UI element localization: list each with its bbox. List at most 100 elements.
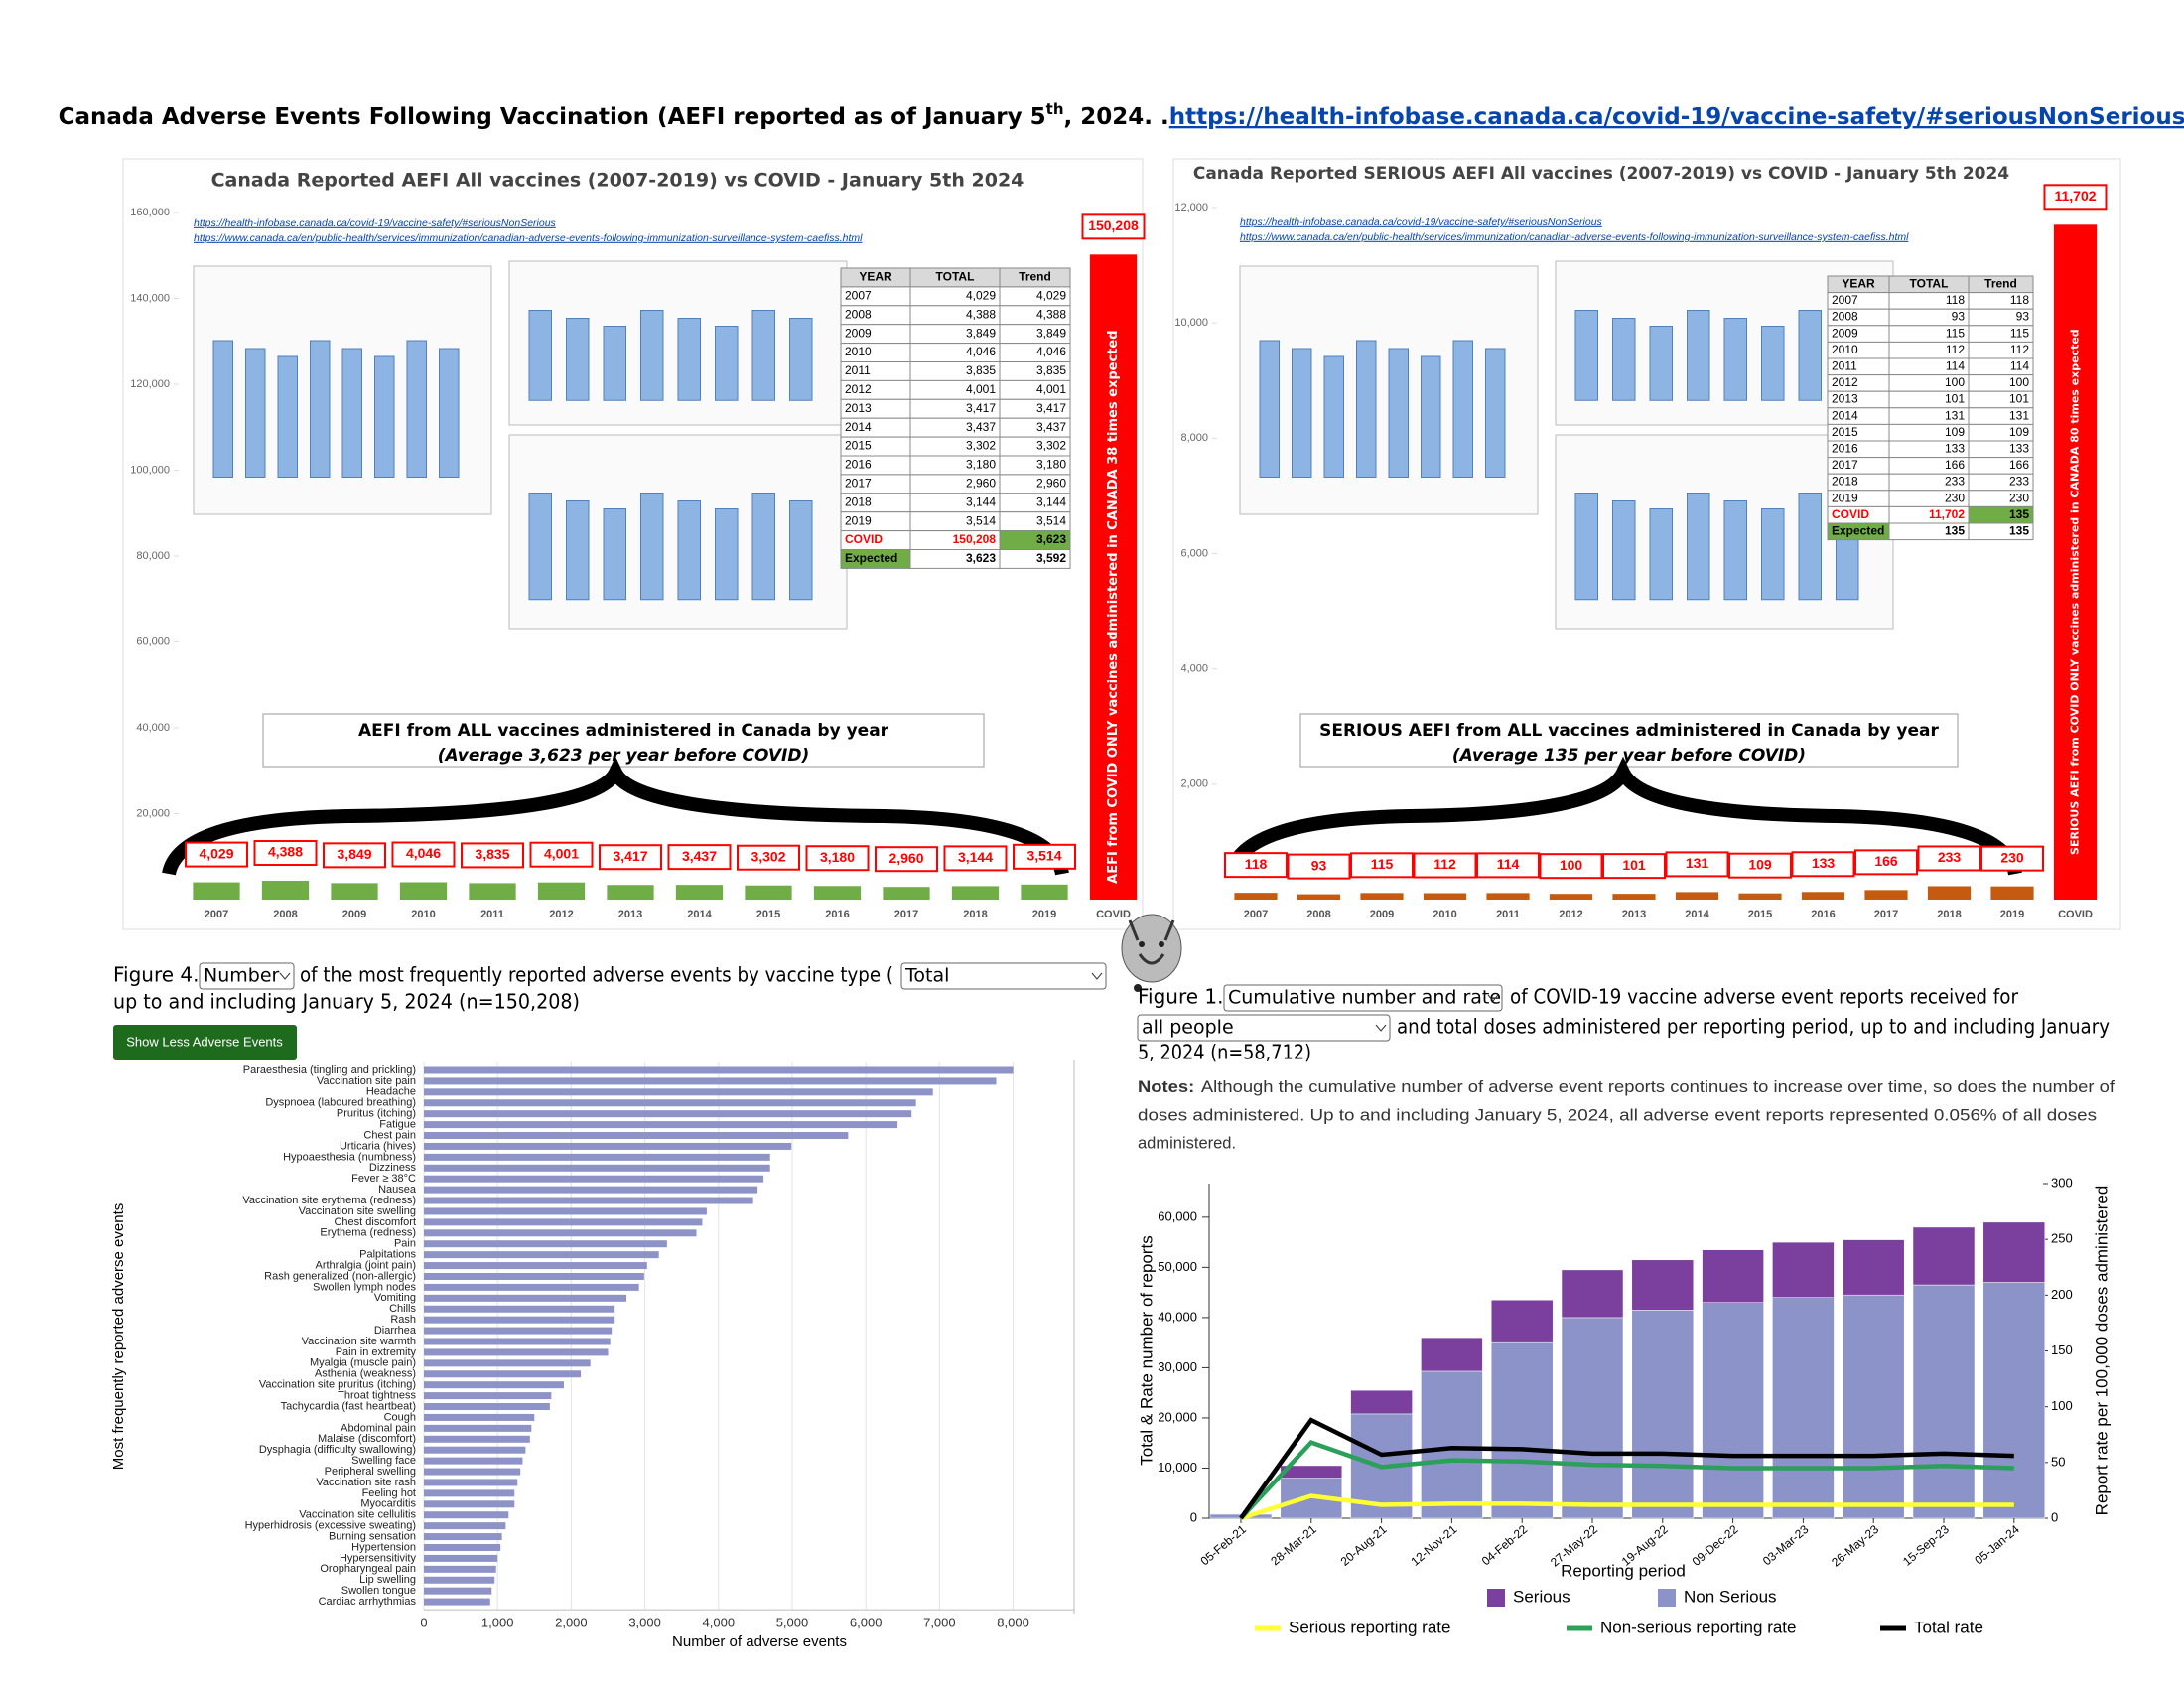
value-label-box: [1854, 849, 1918, 876]
source-link[interactable]: https://www.canada.ca/en/public-health/s…: [1240, 231, 1909, 243]
notes-label: Notes:: [1138, 1078, 1194, 1096]
select-box[interactable]: [900, 962, 1107, 990]
x-tick-label: 2,000: [555, 1615, 588, 1629]
embedded-figure-bar: [789, 318, 813, 401]
table-cell-text: 11,702: [1929, 507, 1965, 521]
select-value[interactable]: Cumulative number and rate: [1228, 987, 1501, 1009]
y-tick-label: 100,000: [130, 464, 170, 476]
bar: [424, 1348, 609, 1356]
value-label-box: [875, 846, 938, 873]
embedded-figure-bar: [310, 340, 331, 478]
select-box[interactable]: [199, 962, 295, 990]
select-box[interactable]: [1223, 984, 1503, 1012]
y2-tick-label: 50: [2051, 1454, 2065, 1469]
table-cell-text: 4,001: [966, 382, 996, 396]
table-cell-text: 233: [2009, 475, 2029, 489]
select-arrow: [1375, 1024, 1387, 1032]
source-link[interactable]: https://health-infobase.canada.ca/covid-…: [194, 217, 557, 229]
x-tick-label: 0: [420, 1615, 427, 1629]
y-tick-label: Myocarditis: [360, 1498, 416, 1510]
table-cell-text: COVID: [1832, 507, 1869, 521]
bar: [424, 1283, 639, 1291]
table-cell-text: 3,417: [1036, 401, 1066, 415]
title-link[interactable]: https://health-infobase.canada.ca/covid-…: [1169, 104, 2184, 130]
table-cell-text: 3,437: [1036, 420, 1066, 434]
y-tick-label: Swelling face: [351, 1455, 416, 1467]
embedded-figure-bar: [1723, 500, 1747, 601]
table-header: TOTAL: [936, 270, 975, 284]
bar: [424, 1587, 492, 1595]
value-label: 133: [1812, 855, 1836, 871]
table-cell-text: 4,029: [966, 289, 996, 303]
table-cell-text: 2008: [1832, 310, 1858, 324]
bar: [424, 1099, 916, 1107]
table-cell-text: 4,388: [966, 307, 996, 321]
bar: [424, 1251, 659, 1259]
bar: [424, 1132, 849, 1140]
embedded-figure-bar: [1259, 340, 1280, 478]
bar: [1612, 894, 1656, 900]
select-value[interactable]: Total: [904, 965, 949, 987]
bar-segment: [1209, 1513, 1273, 1515]
embedded-figure-bar: [1421, 355, 1441, 478]
table-cell-text: 166: [2009, 458, 2029, 472]
y-tick-label: Burning sensation: [329, 1530, 416, 1542]
x-tick-label: 2019: [2000, 909, 2024, 920]
table-cell-text: 2012: [845, 382, 872, 396]
y-tick-label: Swollen tongue: [341, 1585, 416, 1597]
bar: [1021, 884, 1068, 900]
source-link[interactable]: https://www.canada.ca/en/public-health/s…: [194, 232, 863, 244]
button-label[interactable]: Show Less Adverse Events: [126, 1034, 283, 1049]
select-value[interactable]: all people: [1142, 1017, 1234, 1039]
x-tick-label: 5,000: [776, 1615, 809, 1629]
caption: of COVID-19 vaccine adverse event report…: [1510, 985, 2019, 1009]
x-tick-label: 3,000: [628, 1615, 661, 1629]
button[interactable]: [113, 1025, 297, 1060]
embedded-figure-bar: [677, 318, 701, 401]
value-label-box: [1791, 851, 1855, 878]
table-cell-text: 3,180: [1036, 458, 1066, 472]
bar: [675, 885, 724, 900]
bar: [424, 1121, 898, 1129]
table-cell-text: 109: [2009, 425, 2029, 439]
table-cell-text: 115: [2010, 326, 2029, 340]
y-tick-label: 60,000: [1158, 1208, 1197, 1223]
value-label-box: [599, 844, 662, 871]
table-cell-text: 2015: [1832, 425, 1858, 439]
embedded-figure-bar: [566, 318, 590, 401]
select-value[interactable]: Number: [204, 965, 280, 987]
table-cell-text: 114: [2010, 358, 2029, 372]
bar: [424, 1370, 582, 1378]
y2-tick-label: 300: [2051, 1175, 2073, 1190]
y-tick-label: Paraesthesia (tingling and prickling): [243, 1064, 416, 1076]
bar-segment: [1842, 1294, 1905, 1519]
select-box[interactable]: [1137, 1014, 1391, 1042]
chart-title: Canada Reported AEFI All vaccines (2007-…: [211, 170, 1024, 192]
table-header: Trend: [1984, 276, 2017, 290]
value-label-box: [1350, 852, 1414, 879]
table-cell-text: 2010: [1832, 343, 1858, 356]
table-cell-text: 101: [2009, 392, 2029, 406]
x-tick-label: 20-Aug-21: [1338, 1522, 1390, 1569]
y-tick-label: Headache: [366, 1086, 416, 1098]
bar: [424, 1576, 495, 1584]
bar: [261, 881, 310, 900]
embedded-figure-bar: [677, 500, 701, 601]
annotation: AEFI from ALL vaccines administered in C…: [358, 721, 889, 741]
embedded-figure-bar: [406, 340, 427, 478]
bar-segment: [1631, 1259, 1695, 1311]
value-label: 233: [1938, 849, 1962, 865]
table-cell-text: 3,437: [966, 420, 996, 434]
table-cell-text: 3,417: [966, 401, 996, 415]
y-tick-label: Nausea: [378, 1184, 417, 1196]
y-tick-label: Vaccination site pain: [317, 1075, 416, 1087]
x-tick-label: 2018: [1937, 909, 1961, 920]
table-cell-text: 2014: [1832, 408, 1858, 422]
source-link[interactable]: https://health-infobase.canada.ca/covid-…: [1240, 216, 1603, 228]
embedded-figure-bar: [1687, 493, 1710, 601]
caption: Figure 1.: [1138, 985, 1224, 1009]
annotation: (Average 3,623 per year before COVID): [438, 746, 809, 766]
table-cell-text: 3,302: [966, 439, 996, 453]
table-cell-text: 3,514: [966, 513, 996, 527]
